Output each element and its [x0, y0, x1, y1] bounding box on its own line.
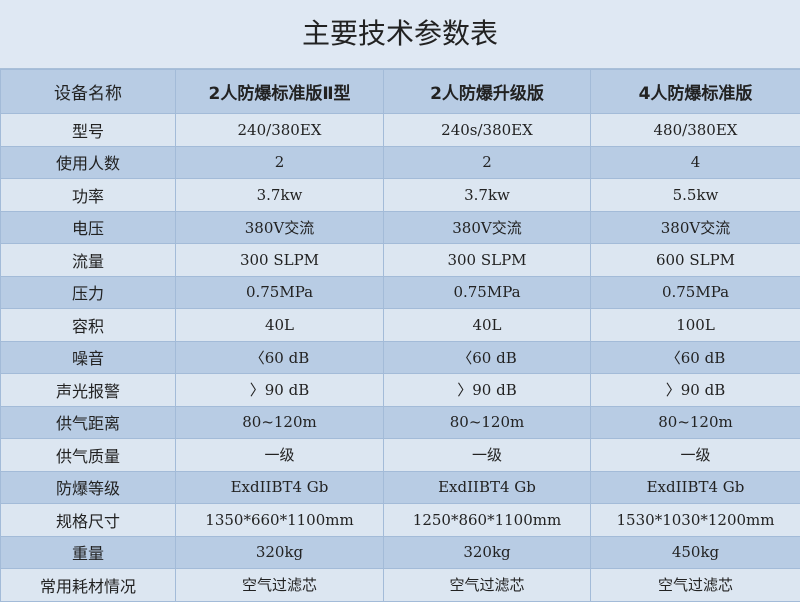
table-cell: 80~120m [591, 406, 800, 439]
table-cell: 一级 [176, 439, 384, 472]
table-cell: 空气过滤芯 [176, 569, 384, 602]
table-cell: 320kg [176, 536, 384, 569]
table-cell: 600 SLPM [591, 244, 800, 277]
row-label: 供气质量 [1, 439, 176, 472]
table-cell: 空气过滤芯 [384, 569, 591, 602]
header-cell-model-3: 4人防爆标准版 [591, 70, 800, 114]
table-cell: 450kg [591, 536, 800, 569]
table-cell: 100L [591, 309, 800, 342]
table-cell: 300 SLPM [176, 244, 384, 277]
table-cell: 空气过滤芯 [591, 569, 800, 602]
table-cell: 〉90 dB [384, 374, 591, 407]
table-cell: 2 [176, 146, 384, 179]
table-cell: 240s/380EX [384, 114, 591, 147]
table-cell: 2 [384, 146, 591, 179]
table-cell: 300 SLPM [384, 244, 591, 277]
table-cell: 0.75MPa [591, 276, 800, 309]
table-cell: 380V交流 [591, 211, 800, 244]
table-cell: 380V交流 [384, 211, 591, 244]
table-cell: 480/380EX [591, 114, 800, 147]
row-label: 流量 [1, 244, 176, 277]
table-cell: 4 [591, 146, 800, 179]
table-cell: ExdIIBT4 Gb [591, 471, 800, 504]
table-cell: 〈60 dB [591, 341, 800, 374]
table-cell: 240/380EX [176, 114, 384, 147]
header-cell-device-name: 设备名称 [1, 70, 176, 114]
row-label: 常用耗材情况 [1, 569, 176, 602]
table-cell: 1350*660*1100mm [176, 504, 384, 537]
row-label: 噪音 [1, 341, 176, 374]
row-label: 防爆等级 [1, 471, 176, 504]
row-label: 规格尺寸 [1, 504, 176, 537]
table-cell: 1530*1030*1200mm [591, 504, 800, 537]
header-cell-model-1: 2人防爆标准版Ⅱ型 [176, 70, 384, 114]
table-cell: 〉90 dB [591, 374, 800, 407]
row-label: 容积 [1, 309, 176, 342]
table-cell: 380V交流 [176, 211, 384, 244]
table-cell: 3.7kw [176, 179, 384, 212]
table-cell: 40L [176, 309, 384, 342]
row-label: 型号 [1, 114, 176, 147]
row-label: 压力 [1, 276, 176, 309]
table-cell: 80~120m [176, 406, 384, 439]
table-cell: ExdIIBT4 Gb [384, 471, 591, 504]
table-row: 常用耗材情况空气过滤芯空气过滤芯空气过滤芯 [1, 569, 800, 602]
row-label: 功率 [1, 179, 176, 212]
row-label: 重量 [1, 536, 176, 569]
table-cell: 80~120m [384, 406, 591, 439]
table-cell: 一级 [384, 439, 591, 472]
row-label: 供气距离 [1, 406, 176, 439]
table-cell: 〈60 dB [384, 341, 591, 374]
table-title: 主要技术参数表 [0, 0, 800, 69]
row-label: 电压 [1, 211, 176, 244]
table-cell: 〉90 dB [176, 374, 384, 407]
row-label: 使用人数 [1, 146, 176, 179]
table-cell: 0.75MPa [384, 276, 591, 309]
table-cell: 〈60 dB [176, 341, 384, 374]
table-cell: 320kg [384, 536, 591, 569]
header-row: 设备名称 2人防爆标准版Ⅱ型 2人防爆升级版 4人防爆标准版 [1, 70, 800, 114]
table-cell: 一级 [591, 439, 800, 472]
table-row: 供气质量一级一级一级 [1, 439, 800, 472]
table-cell: 0.75MPa [176, 276, 384, 309]
table-cell: 3.7kw [384, 179, 591, 212]
table-cell: 40L [384, 309, 591, 342]
header-cell-model-2: 2人防爆升级版 [384, 70, 591, 114]
row-label: 声光报警 [1, 374, 176, 407]
table-cell: 1250*860*1100mm [384, 504, 591, 537]
table-row: 声光报警〉90 dB〉90 dB〉90 dB [1, 374, 800, 407]
table-cell: ExdIIBT4 Gb [176, 471, 384, 504]
table-cell: 5.5kw [591, 179, 800, 212]
table-row: 噪音〈60 dB〈60 dB〈60 dB [1, 341, 800, 374]
